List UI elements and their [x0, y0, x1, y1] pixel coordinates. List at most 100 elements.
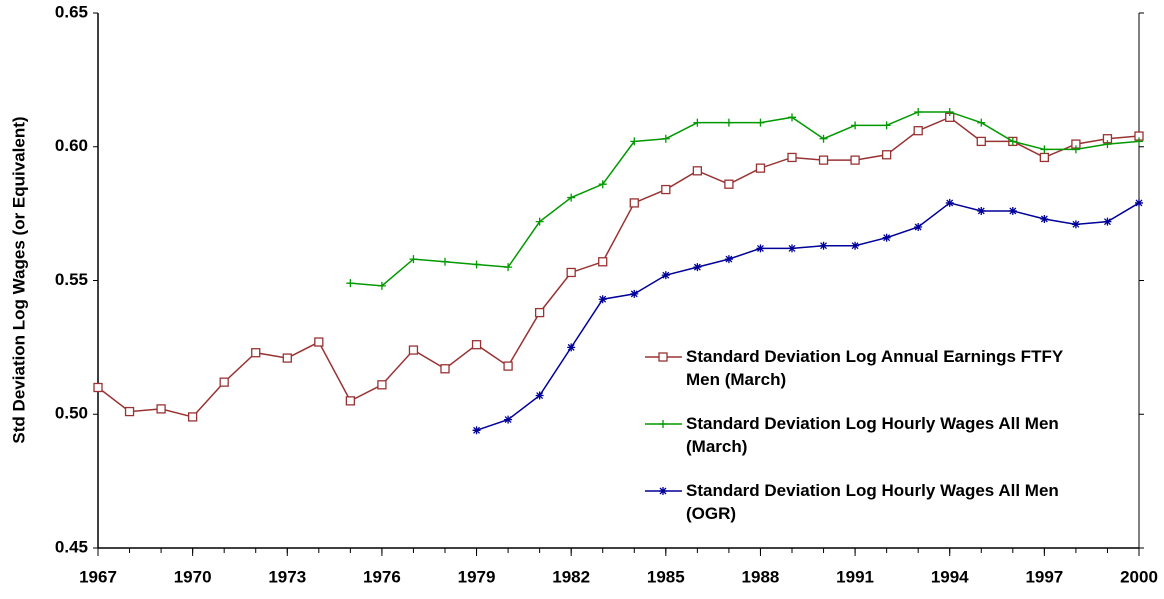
marker [788, 113, 796, 122]
y-tick-label: 0.60 [55, 136, 88, 155]
marker [693, 263, 702, 272]
marker [219, 377, 229, 387]
series-line [97, 116, 1140, 418]
marker [913, 126, 923, 136]
marker [658, 352, 668, 362]
marker [566, 267, 576, 278]
marker [882, 121, 891, 130]
marker [345, 396, 356, 406]
x-tick-label: 2000 [1120, 567, 1158, 586]
marker [819, 241, 828, 250]
marker [409, 255, 418, 264]
marker [661, 184, 671, 195]
x-tick-label: 1967 [79, 567, 117, 586]
marker [1071, 220, 1080, 229]
marker [504, 263, 513, 272]
marker [756, 118, 765, 127]
x-tick-label: 1982 [552, 567, 590, 586]
x-tick-label: 1970 [174, 567, 212, 586]
marker [1040, 145, 1049, 154]
marker [851, 121, 860, 130]
marker [598, 180, 607, 189]
marker [598, 295, 607, 304]
marker [787, 152, 797, 163]
marker [1103, 140, 1112, 149]
marker [724, 179, 734, 189]
marker [504, 415, 513, 424]
marker [914, 223, 923, 231]
x-tick-label: 1985 [647, 567, 685, 586]
marker [377, 380, 387, 390]
marker [93, 382, 103, 393]
y-axis-label: Std Deviation Log Wages (or Equivalent) [9, 116, 28, 443]
marker [535, 391, 544, 400]
legend-label: Standard Deviation Log Hourly Wages All … [686, 481, 1059, 523]
marker [788, 244, 796, 253]
marker [1135, 198, 1143, 207]
marker [851, 241, 860, 250]
marker [472, 426, 481, 435]
y-tick-label: 0.45 [55, 537, 88, 556]
marker [471, 340, 482, 350]
y-tick-label: 0.55 [55, 270, 88, 289]
marker [818, 155, 829, 165]
marker [1039, 152, 1050, 163]
marker [659, 420, 667, 428]
series-line [350, 111, 1140, 287]
y-tick-label: 0.65 [55, 2, 88, 21]
marker [755, 163, 766, 173]
marker [629, 198, 639, 208]
marker [976, 136, 986, 147]
legend-label: Standard Deviation Log Annual Earnings F… [686, 347, 1063, 389]
x-tick-label: 1976 [363, 567, 401, 586]
x-tick-label: 1991 [836, 567, 874, 586]
marker [693, 118, 702, 127]
marker [377, 281, 386, 290]
marker [882, 233, 891, 242]
marker [1008, 137, 1017, 146]
marker [314, 337, 324, 347]
legend-label: Standard Deviation Log Hourly Wages All … [686, 414, 1059, 456]
marker [408, 345, 419, 355]
x-tick-label: 1973 [268, 567, 306, 586]
marker [724, 255, 733, 264]
marker [756, 244, 765, 253]
marker [724, 118, 733, 127]
marker [156, 404, 166, 414]
marker [819, 134, 828, 143]
marker [914, 107, 923, 116]
marker [1103, 217, 1112, 226]
marker [1008, 206, 1017, 215]
marker [977, 118, 986, 127]
marker [472, 260, 481, 269]
marker [187, 412, 198, 422]
marker [441, 257, 449, 266]
x-tick-label: 1988 [742, 567, 780, 586]
marker [630, 137, 639, 146]
marker [282, 353, 292, 363]
marker [630, 289, 639, 298]
marker [1071, 145, 1080, 154]
marker [1135, 137, 1143, 146]
marker [1040, 214, 1049, 223]
marker [692, 166, 703, 176]
marker [598, 257, 608, 267]
marker [535, 217, 544, 226]
x-tick-label: 1979 [458, 567, 496, 586]
marker [850, 155, 860, 165]
marker [945, 198, 954, 207]
marker [251, 348, 261, 358]
marker [567, 193, 576, 202]
y-tick-label: 0.50 [55, 404, 88, 423]
x-tick-label: 1997 [1025, 567, 1063, 586]
marker [567, 343, 576, 352]
marker [977, 206, 986, 215]
marker [659, 487, 667, 495]
marker [124, 406, 135, 417]
x-tick-label: 1994 [931, 567, 969, 586]
marker [346, 279, 355, 288]
marker [534, 307, 545, 318]
marker [881, 150, 892, 160]
